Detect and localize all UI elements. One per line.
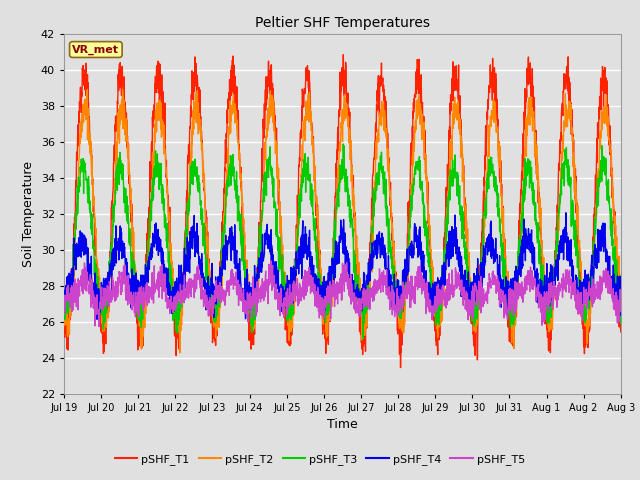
pSHF_T3 [371,198,379,204]
pSHF_T3 [60,296,68,301]
pSHF_T4 [60,295,68,300]
pSHF_T5 [568,285,576,290]
pSHF_T4 [568,273,576,279]
pSHF_T3 [339,141,347,147]
pSHF_T3 [505,290,513,296]
pSHF_T3 [617,313,625,319]
Line: pSHF_T3: pSHF_T3 [64,144,621,339]
Y-axis label: Soil Temperature: Soil Temperature [22,161,35,266]
pSHF_T1 [568,107,576,113]
pSHF_T2 [568,127,576,133]
pSHF_T3 [568,205,576,211]
Line: pSHF_T1: pSHF_T1 [64,55,621,368]
pSHF_T1 [60,325,68,331]
Line: pSHF_T4: pSHF_T4 [64,213,621,319]
pSHF_T5 [617,306,625,312]
pSHF_T5 [216,295,223,301]
pSHF_T4 [562,210,570,216]
pSHF_T2 [505,295,513,301]
Text: VR_met: VR_met [72,44,119,55]
pSHF_T5 [359,288,367,294]
pSHF_T4 [93,316,101,322]
pSHF_T5 [505,293,513,299]
pSHF_T4 [359,282,367,288]
pSHF_T5 [60,302,68,308]
pSHF_T1 [584,337,591,343]
pSHF_T5 [371,280,379,286]
pSHF_T2 [617,299,625,305]
pSHF_T2 [371,187,379,192]
pSHF_T4 [584,279,591,285]
pSHF_T4 [216,274,223,280]
X-axis label: Time: Time [327,418,358,431]
Title: Peltier SHF Temperatures: Peltier SHF Temperatures [255,16,430,30]
pSHF_T2 [216,281,223,287]
pSHF_T2 [359,320,367,325]
pSHF_T1 [216,299,223,305]
pSHF_T2 [60,295,68,301]
Line: pSHF_T2: pSHF_T2 [64,89,621,353]
pSHF_T2 [176,350,184,356]
pSHF_T1 [617,329,625,335]
pSHF_T5 [95,324,103,329]
pSHF_T3 [359,319,367,324]
pSHF_T2 [118,86,126,92]
pSHF_T2 [584,331,591,337]
pSHF_T4 [504,289,512,295]
pSHF_T1 [359,351,367,357]
pSHF_T4 [371,245,379,251]
pSHF_T1 [505,317,513,323]
Legend: pSHF_T1, pSHF_T2, pSHF_T3, pSHF_T4, pSHF_T5: pSHF_T1, pSHF_T2, pSHF_T3, pSHF_T4, pSHF… [110,450,530,469]
pSHF_T1 [339,52,347,58]
Line: pSHF_T5: pSHF_T5 [64,261,621,326]
pSHF_T3 [584,291,591,297]
pSHF_T5 [267,258,275,264]
pSHF_T1 [371,141,379,146]
pSHF_T3 [359,336,367,342]
pSHF_T5 [584,303,591,309]
pSHF_T4 [617,312,625,318]
pSHF_T1 [397,365,404,371]
pSHF_T3 [216,273,223,279]
